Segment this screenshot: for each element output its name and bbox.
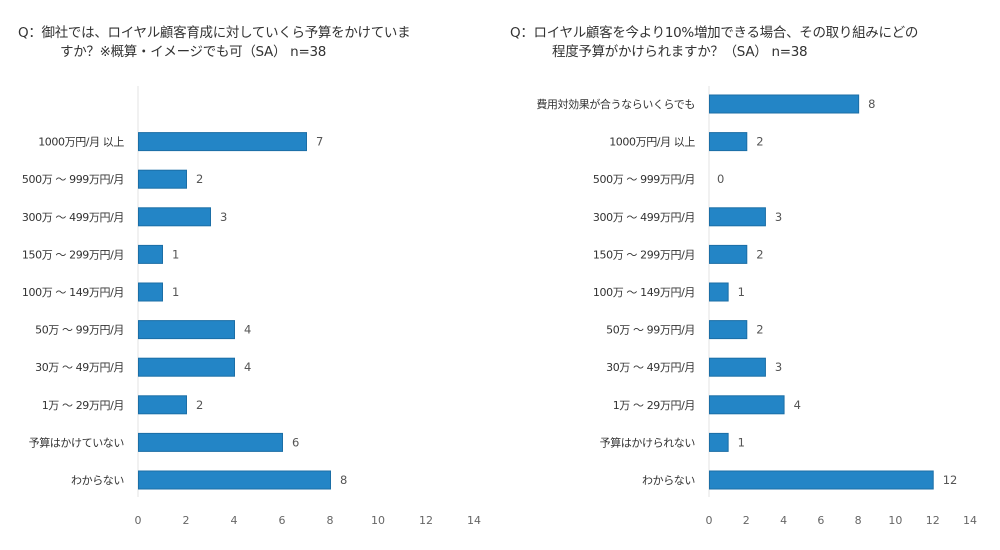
x-tick-label: 12 xyxy=(926,514,940,527)
bar xyxy=(138,432,283,452)
category-label: 500万 ～ 999万円/月 xyxy=(593,173,695,186)
bar xyxy=(709,395,785,415)
bar xyxy=(138,207,211,227)
category-label: わからない xyxy=(642,474,695,487)
category-label: 1万 ～ 29万円/月 xyxy=(42,399,124,412)
category-label: 予算はかけられない xyxy=(600,435,696,449)
x-tick-label: 6 xyxy=(817,514,824,527)
data-label: 7 xyxy=(316,135,323,149)
bar xyxy=(138,357,235,377)
category-label: 300万 ～ 499万円/月 xyxy=(22,211,124,224)
data-label: 3 xyxy=(775,360,782,374)
data-label: 4 xyxy=(794,398,801,412)
x-tick-label: 10 xyxy=(888,514,902,527)
x-tick-label: 2 xyxy=(183,514,190,527)
data-label: 1 xyxy=(738,285,745,299)
bar xyxy=(709,207,766,227)
bar xyxy=(138,395,187,415)
x-tick-label: 10 xyxy=(371,514,385,527)
x-tick-label: 0 xyxy=(135,514,142,527)
bar xyxy=(709,282,729,302)
data-label: 8 xyxy=(340,473,347,487)
data-label: 2 xyxy=(196,398,203,412)
left-chart-title: Q：御社では、ロイヤル顧客育成に対していくら予算をかけていま すか？※概算・イメ… xyxy=(18,24,411,62)
category-label: 150万 ～ 299万円/月 xyxy=(22,248,124,261)
right-title-line1: Q：ロイヤル顧客を今より10%増加できる場合、その取り組みにどの xyxy=(510,25,919,41)
category-label: 30万 ～ 49万円/月 xyxy=(35,361,124,374)
data-label: 12 xyxy=(943,473,958,487)
left-title-line1: Q：御社では、ロイヤル顧客育成に対していくら予算をかけていま xyxy=(18,25,411,41)
data-label: 4 xyxy=(244,360,251,374)
data-label: 2 xyxy=(756,135,763,149)
data-label: 2 xyxy=(196,172,203,186)
category-label: 予算はかけていない xyxy=(29,435,125,449)
x-tick-label: 8 xyxy=(327,514,334,527)
data-label: 0 xyxy=(717,172,724,186)
data-label: 2 xyxy=(756,247,763,261)
bar xyxy=(709,244,748,264)
category-label: 150万 ～ 299万円/月 xyxy=(593,248,695,261)
left-title-line2: すか？※概算・イメージでも可（SA） n=38 xyxy=(60,44,327,60)
data-label: 1 xyxy=(172,247,179,261)
data-label: 6 xyxy=(292,435,299,449)
x-tick-label: 12 xyxy=(419,514,433,527)
bar xyxy=(138,132,307,152)
category-label: 300万 ～ 499万円/月 xyxy=(593,211,695,224)
bar xyxy=(709,432,729,452)
x-tick-label: 8 xyxy=(855,514,862,527)
bar xyxy=(709,94,860,114)
category-label: 100万 ～ 149万円/月 xyxy=(593,286,695,299)
data-label: 3 xyxy=(775,210,782,224)
bar xyxy=(709,132,748,152)
x-tick-label: 2 xyxy=(743,514,750,527)
category-label: 50万 ～ 99万円/月 xyxy=(606,324,695,337)
data-label: 8 xyxy=(868,97,875,111)
bar xyxy=(138,320,235,340)
category-label: 50万 ～ 99万円/月 xyxy=(35,324,124,337)
bar xyxy=(138,244,163,264)
x-tick-label: 4 xyxy=(780,514,787,527)
right-title-line2: 程度予算がかけられますか？（SA） n=38 xyxy=(552,44,808,60)
category-label: 費用対効果が合うならいくらでも xyxy=(536,97,695,111)
bar xyxy=(709,320,748,340)
data-label: 1 xyxy=(172,285,179,299)
right-chart-title: Q：ロイヤル顧客を今より10%増加できる場合、その取り組みにどの 程度予算がかけ… xyxy=(510,24,918,62)
category-label: わからない xyxy=(71,474,124,487)
category-label: 1000万円/月 以上 xyxy=(609,136,695,149)
category-label: 1000万円/月 以上 xyxy=(38,136,124,149)
category-label: 1万 ～ 29万円/月 xyxy=(613,399,695,412)
data-label: 3 xyxy=(220,210,227,224)
x-tick-label: 6 xyxy=(279,514,286,527)
bar xyxy=(709,357,766,377)
bar xyxy=(138,282,163,302)
category-label: 500万 ～ 999万円/月 xyxy=(22,173,124,186)
bar xyxy=(709,470,934,490)
data-label: 1 xyxy=(738,435,745,449)
x-tick-label: 0 xyxy=(706,514,713,527)
category-label: 100万 ～ 149万円/月 xyxy=(22,286,124,299)
data-label: 4 xyxy=(244,323,251,337)
category-label: 30万 ～ 49万円/月 xyxy=(606,361,695,374)
data-label: 2 xyxy=(756,323,763,337)
x-tick-label: 4 xyxy=(231,514,238,527)
x-tick-label: 14 xyxy=(963,514,977,527)
bar xyxy=(138,470,331,490)
x-tick-label: 14 xyxy=(467,514,481,527)
bar xyxy=(138,169,187,189)
